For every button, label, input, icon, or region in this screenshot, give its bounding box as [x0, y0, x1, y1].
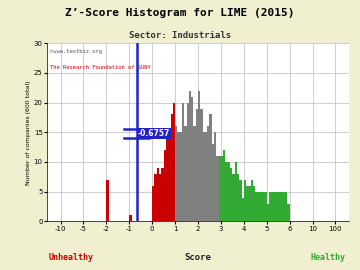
Bar: [230, 168, 232, 221]
Bar: [177, 132, 180, 221]
Bar: [154, 174, 157, 221]
Bar: [186, 103, 189, 221]
Bar: [285, 192, 287, 221]
Bar: [242, 198, 244, 221]
Bar: [171, 114, 173, 221]
Bar: [276, 192, 278, 221]
Bar: [253, 186, 255, 221]
Bar: [283, 192, 285, 221]
Bar: [106, 180, 109, 221]
Bar: [210, 114, 212, 221]
Bar: [203, 132, 205, 221]
Bar: [257, 192, 260, 221]
Bar: [191, 97, 193, 221]
Bar: [255, 192, 257, 221]
Bar: [228, 162, 230, 221]
Bar: [157, 168, 159, 221]
Bar: [205, 132, 207, 221]
Bar: [168, 138, 171, 221]
Bar: [182, 103, 184, 221]
Bar: [152, 186, 154, 221]
Bar: [173, 103, 175, 221]
Bar: [207, 126, 210, 221]
Text: The Research Foundation of SUNY: The Research Foundation of SUNY: [50, 65, 150, 70]
Text: Score: Score: [185, 254, 211, 262]
Bar: [164, 150, 166, 221]
Bar: [214, 132, 216, 221]
Bar: [223, 150, 225, 221]
Bar: [216, 156, 219, 221]
Bar: [232, 174, 235, 221]
Bar: [239, 180, 242, 221]
Bar: [271, 192, 274, 221]
Bar: [196, 109, 198, 221]
Bar: [287, 204, 290, 221]
Bar: [265, 192, 267, 221]
Bar: [260, 192, 262, 221]
Y-axis label: Number of companies (600 total): Number of companies (600 total): [26, 80, 31, 185]
Bar: [200, 109, 203, 221]
Bar: [246, 186, 248, 221]
Bar: [267, 204, 269, 221]
Bar: [278, 192, 280, 221]
Bar: [221, 156, 223, 221]
Text: Sector: Industrials: Sector: Industrials: [129, 31, 231, 40]
Bar: [274, 192, 276, 221]
Bar: [280, 192, 283, 221]
Bar: [248, 186, 251, 221]
Text: -0.6757: -0.6757: [138, 129, 170, 138]
Bar: [225, 162, 228, 221]
Bar: [161, 168, 164, 221]
Text: ©www.textbiz.org: ©www.textbiz.org: [50, 49, 102, 53]
Bar: [269, 192, 271, 221]
Bar: [244, 180, 246, 221]
Text: Z’-Score Histogram for LIME (2015): Z’-Score Histogram for LIME (2015): [65, 8, 295, 18]
Bar: [180, 132, 182, 221]
Bar: [189, 91, 191, 221]
Bar: [251, 180, 253, 221]
Bar: [129, 215, 131, 221]
Bar: [166, 138, 168, 221]
Bar: [184, 126, 186, 221]
Bar: [198, 91, 200, 221]
Bar: [219, 156, 221, 221]
Bar: [159, 174, 161, 221]
Bar: [262, 192, 265, 221]
Text: Unhealthy: Unhealthy: [49, 254, 94, 262]
Text: Healthy: Healthy: [311, 254, 346, 262]
Bar: [237, 174, 239, 221]
Bar: [175, 126, 177, 221]
Bar: [193, 126, 196, 221]
Bar: [235, 162, 237, 221]
Bar: [212, 144, 214, 221]
